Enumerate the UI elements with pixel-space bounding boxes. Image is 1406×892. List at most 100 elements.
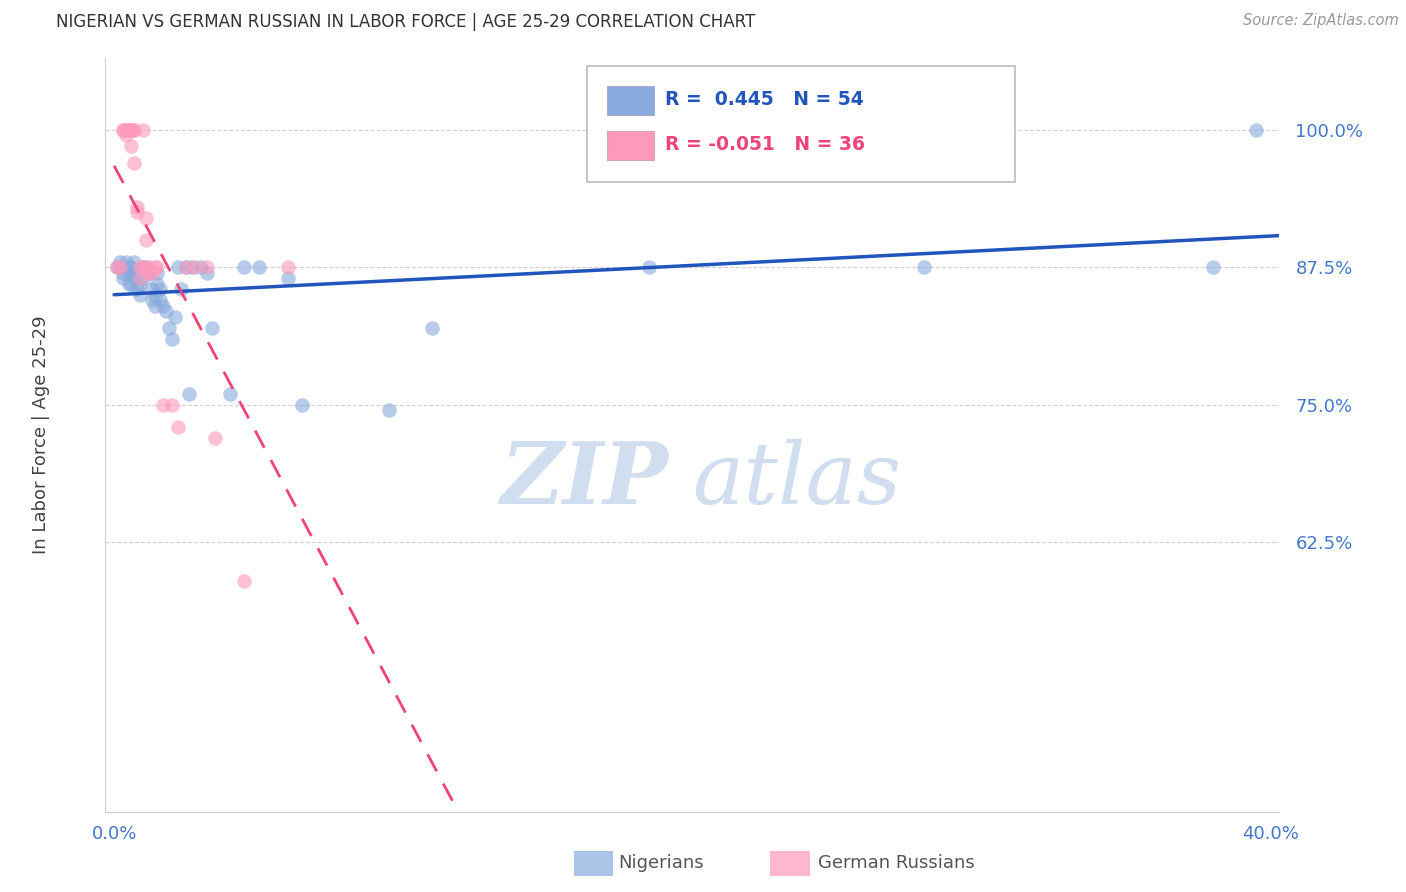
Point xyxy=(1246,122,1268,136)
Point xyxy=(121,122,143,136)
Point xyxy=(135,233,157,247)
Point xyxy=(124,122,146,136)
Point xyxy=(138,266,160,280)
Text: In Labor Force | Age 25-29: In Labor Force | Age 25-29 xyxy=(32,316,49,554)
Point xyxy=(108,260,131,274)
Point xyxy=(149,293,172,307)
Text: ZIP: ZIP xyxy=(501,438,669,522)
Point xyxy=(195,266,218,280)
Point xyxy=(160,398,183,412)
Point xyxy=(124,254,146,268)
Bar xyxy=(607,86,654,114)
Point xyxy=(157,320,180,334)
Point xyxy=(1202,260,1225,274)
Point xyxy=(132,260,155,274)
Text: German Russians: German Russians xyxy=(818,855,974,872)
Point xyxy=(121,277,143,291)
Point xyxy=(127,200,149,214)
Point xyxy=(135,260,157,274)
Point xyxy=(204,431,226,445)
Point xyxy=(166,260,188,274)
Text: atlas: atlas xyxy=(692,439,901,522)
Point xyxy=(181,260,204,274)
Point xyxy=(146,260,169,274)
Point xyxy=(117,260,139,274)
Point xyxy=(138,266,160,280)
Point xyxy=(195,260,218,274)
Point xyxy=(160,332,183,346)
Point xyxy=(117,122,139,136)
Point xyxy=(233,574,256,588)
Point xyxy=(277,260,299,274)
Point xyxy=(166,419,188,434)
Point xyxy=(152,299,174,313)
Point xyxy=(117,122,139,136)
Text: Nigerians: Nigerians xyxy=(619,855,704,872)
Point xyxy=(420,320,443,334)
Point xyxy=(218,386,240,401)
Point xyxy=(124,155,146,169)
Point xyxy=(143,260,166,274)
Point xyxy=(121,139,143,153)
Point xyxy=(129,260,152,274)
Point xyxy=(176,260,198,274)
Point xyxy=(108,260,131,274)
Point xyxy=(111,122,134,136)
Point xyxy=(138,260,160,274)
Point xyxy=(141,266,163,280)
Point xyxy=(121,266,143,280)
Point xyxy=(105,260,128,274)
Point xyxy=(127,282,149,296)
Point xyxy=(155,304,177,318)
Point xyxy=(143,287,166,301)
Point xyxy=(121,260,143,274)
Text: R =  0.445   N = 54: R = 0.445 N = 54 xyxy=(665,90,865,109)
Point xyxy=(163,310,186,324)
Point xyxy=(111,266,134,280)
Point xyxy=(127,205,149,219)
Point xyxy=(132,122,155,136)
Point xyxy=(114,122,136,136)
Point xyxy=(111,122,134,136)
Point xyxy=(143,299,166,313)
Point xyxy=(124,122,146,136)
Point xyxy=(117,277,139,291)
Point xyxy=(108,254,131,268)
Point xyxy=(201,320,224,334)
Point xyxy=(127,266,149,280)
FancyBboxPatch shape xyxy=(586,65,1015,182)
Bar xyxy=(607,131,654,160)
Point xyxy=(141,293,163,307)
Point xyxy=(129,271,152,285)
Point xyxy=(124,271,146,285)
Point xyxy=(129,277,152,291)
Point xyxy=(117,266,139,280)
Point xyxy=(114,128,136,142)
Point xyxy=(114,254,136,268)
Point xyxy=(176,260,198,274)
Text: Source: ZipAtlas.com: Source: ZipAtlas.com xyxy=(1243,13,1399,29)
Point xyxy=(184,260,207,274)
Point xyxy=(146,266,169,280)
Point xyxy=(277,271,299,285)
Point xyxy=(111,271,134,285)
Point xyxy=(141,282,163,296)
Point xyxy=(132,260,155,274)
Point xyxy=(179,386,201,401)
Point xyxy=(132,271,155,285)
Point xyxy=(105,260,128,274)
Point xyxy=(149,282,172,296)
Point xyxy=(912,260,935,274)
Point xyxy=(129,287,152,301)
Point xyxy=(291,398,314,412)
Point xyxy=(114,122,136,136)
Point xyxy=(233,260,256,274)
Point xyxy=(169,282,191,296)
Point xyxy=(247,260,270,274)
Point xyxy=(135,211,157,225)
Point xyxy=(190,260,212,274)
Text: NIGERIAN VS GERMAN RUSSIAN IN LABOR FORCE | AGE 25-29 CORRELATION CHART: NIGERIAN VS GERMAN RUSSIAN IN LABOR FORC… xyxy=(56,13,755,31)
Point xyxy=(146,277,169,291)
Point xyxy=(378,403,401,417)
Point xyxy=(638,260,661,274)
